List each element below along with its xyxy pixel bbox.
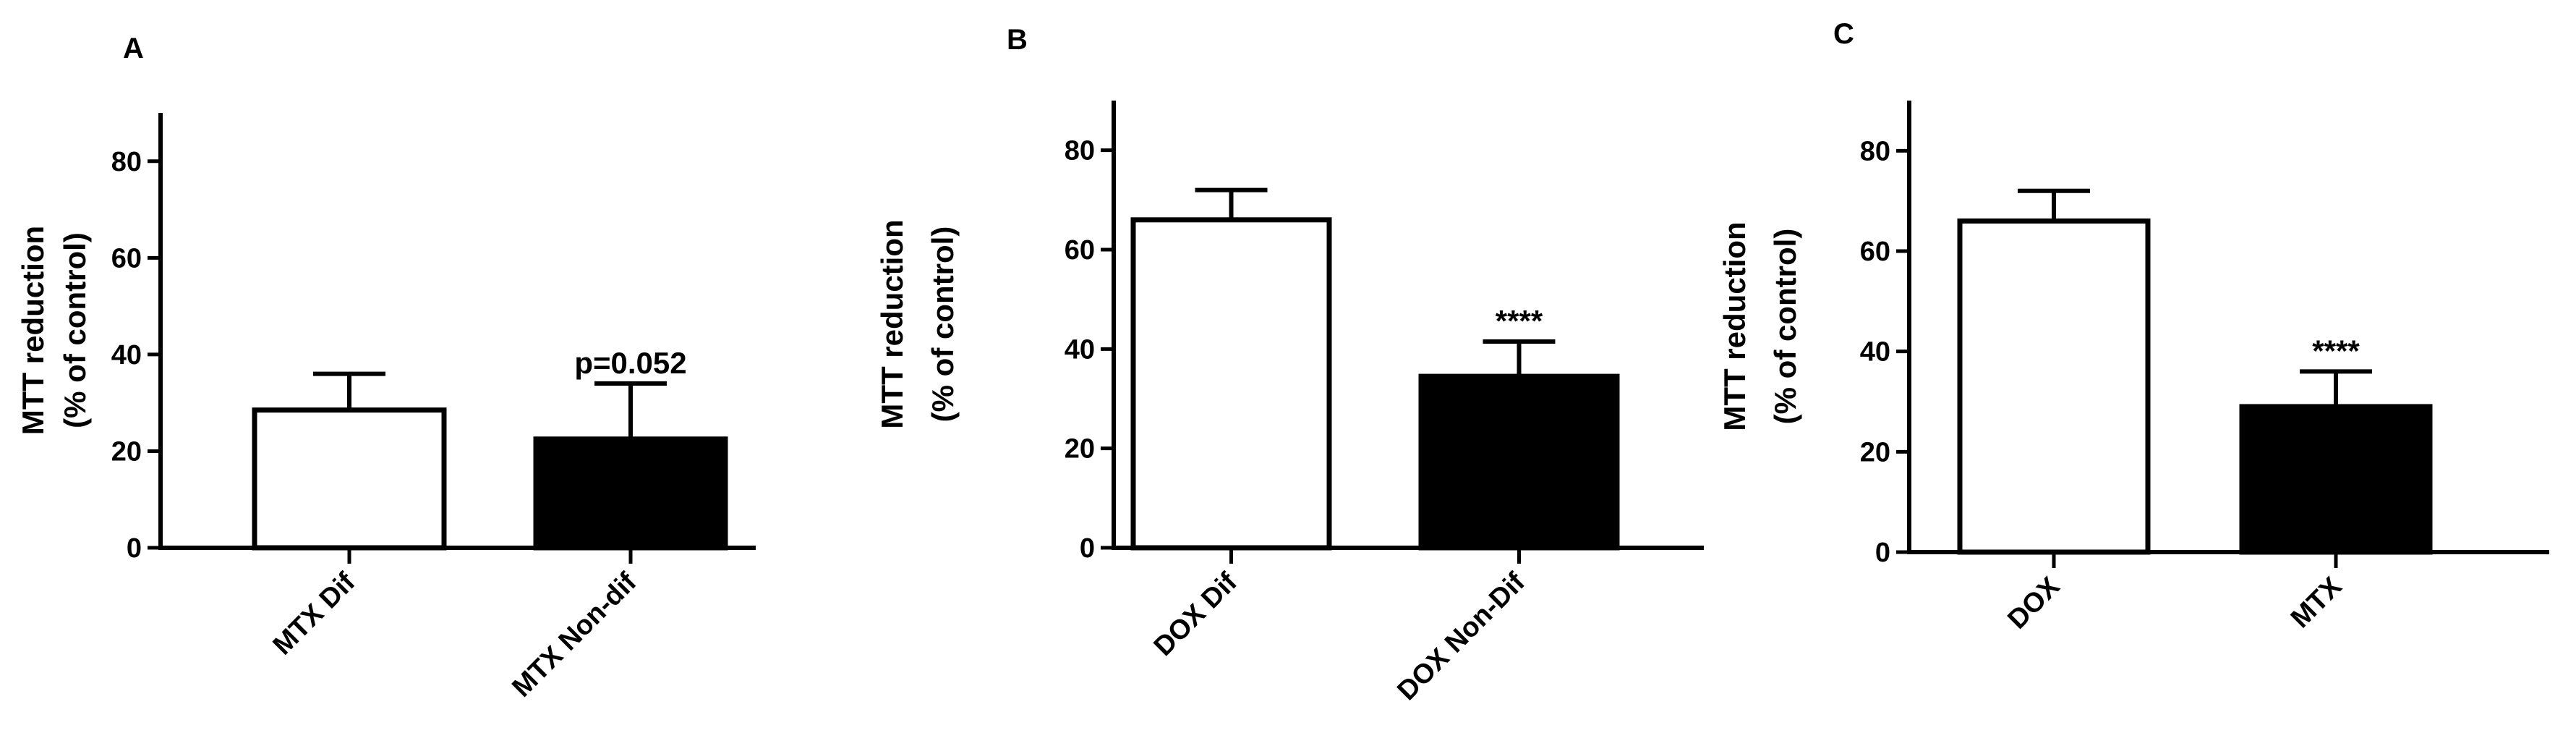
panel-b-bar bbox=[1418, 373, 1620, 551]
panel-b-bar bbox=[1130, 217, 1332, 551]
panel-c-ytick-label: 60 bbox=[1860, 237, 1890, 267]
panel-c-bar bbox=[2239, 404, 2433, 555]
panel-b-annotation: **** bbox=[1496, 304, 1543, 338]
panel-c-ytick-label: 20 bbox=[1860, 437, 1890, 467]
panel-c-annotation: **** bbox=[2312, 334, 2360, 368]
panel-c-ytick-label: 40 bbox=[1860, 337, 1890, 368]
panel-b-category-label: DOX Dif bbox=[1148, 567, 1243, 661]
panel-c-category-label: DOX bbox=[2002, 571, 2065, 635]
panel-a-letter: A bbox=[123, 33, 144, 64]
panel-c-ytick-label: 0 bbox=[1875, 538, 1890, 568]
panel-c-bar bbox=[1957, 218, 2151, 555]
panel-b-ytick-label: 60 bbox=[1065, 235, 1095, 266]
panel-a-category-label: MTX Dif bbox=[268, 567, 362, 661]
panel-a-ytick-label: 20 bbox=[111, 436, 142, 467]
panel-b-ytick-label: 80 bbox=[1065, 136, 1095, 166]
panel-a-ylabel-line2: (% of control) bbox=[58, 232, 92, 428]
panel-a-ytick-label: 60 bbox=[111, 243, 142, 274]
panel-a-category-label: MTX Non-dif bbox=[506, 567, 642, 703]
panel-a-annotation: p=0.052 bbox=[574, 346, 686, 380]
panel-c-ytick-label: 80 bbox=[1860, 136, 1890, 166]
panel-c-letter: C bbox=[1833, 18, 1854, 50]
panel-a-ytick-label: 40 bbox=[111, 340, 142, 370]
panel-b-ylabel-line2: (% of control) bbox=[926, 226, 960, 423]
panel-c-ylabel-line2: (% of control) bbox=[1768, 229, 1802, 425]
panel-b-ylabel-line1: MTT reduction bbox=[875, 219, 909, 428]
panel-a-bar bbox=[533, 436, 728, 551]
panel-b-ytick-label: 40 bbox=[1065, 334, 1095, 365]
panel-b-category-label: DOX Non-Dif bbox=[1391, 567, 1531, 706]
panel-b-ytick-label: 0 bbox=[1080, 533, 1095, 564]
panel-b-ytick-label: 20 bbox=[1065, 434, 1095, 465]
panel-c-category-label: MTX bbox=[2285, 571, 2348, 634]
panel-a-ytick-label: 0 bbox=[127, 533, 142, 564]
panel-c-ylabel-line1: MTT reduction bbox=[1718, 221, 1752, 431]
panel-a-bar bbox=[252, 407, 447, 551]
panel-a-ylabel-line1: MTT reduction bbox=[16, 226, 50, 435]
panel-b-letter: B bbox=[1007, 24, 1028, 56]
panel-a-ytick-label: 80 bbox=[111, 147, 142, 177]
